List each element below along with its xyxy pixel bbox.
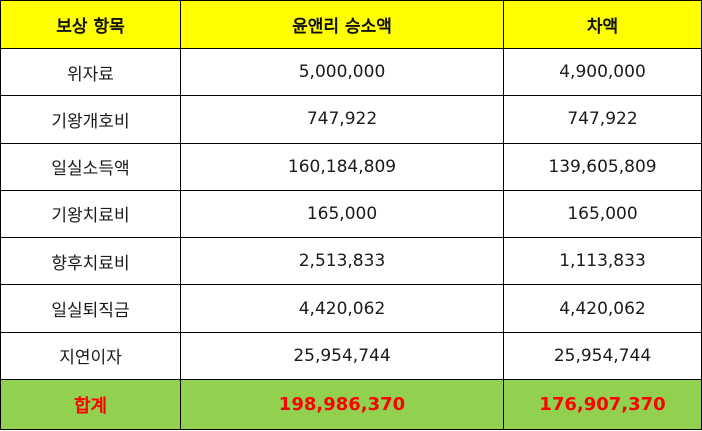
header-difference: 차액 — [503, 0, 702, 49]
row-item: 일실소득액 — [0, 142, 181, 191]
table-row: 위자료 5,000,000 4,900,000 — [0, 47, 702, 97]
row-difference: 747,922 — [503, 95, 702, 144]
total-label: 합계 — [0, 379, 181, 430]
table-row: 향후치료비 2,513,833 1,113,833 — [0, 237, 702, 286]
row-difference: 4,420,062 — [503, 284, 702, 333]
table-row: 지연이자 25,954,744 25,954,744 — [0, 331, 702, 381]
row-difference: 1,113,833 — [503, 237, 702, 286]
row-difference: 4,900,000 — [503, 47, 702, 97]
row-item: 일실퇴직금 — [0, 284, 181, 333]
total-row: 합계 198,986,370 176,907,370 — [0, 379, 702, 430]
row-difference: 165,000 — [503, 189, 702, 239]
table-row: 일실소득액 160,184,809 139,605,809 — [0, 142, 702, 191]
row-item: 지연이자 — [0, 331, 181, 381]
row-won-amount: 160,184,809 — [180, 142, 504, 191]
row-item: 향후치료비 — [0, 237, 181, 286]
row-won-amount: 165,000 — [180, 189, 504, 239]
table-row: 기왕치료비 165,000 165,000 — [0, 189, 702, 239]
header-row: 보상 항목 윤앤리 승소액 차액 — [0, 0, 702, 49]
row-won-amount: 5,000,000 — [180, 47, 504, 97]
table-row: 기왕개호비 747,922 747,922 — [0, 95, 702, 144]
row-difference: 139,605,809 — [503, 142, 702, 191]
row-difference: 25,954,744 — [503, 331, 702, 381]
table-row: 일실퇴직금 4,420,062 4,420,062 — [0, 284, 702, 333]
total-difference: 176,907,370 — [503, 379, 702, 430]
header-compensation-item: 보상 항목 — [0, 0, 181, 49]
row-item: 위자료 — [0, 47, 181, 97]
row-won-amount: 4,420,062 — [180, 284, 504, 333]
row-item: 기왕개호비 — [0, 95, 181, 144]
row-item: 기왕치료비 — [0, 189, 181, 239]
total-won-amount: 198,986,370 — [180, 379, 504, 430]
row-won-amount: 747,922 — [180, 95, 504, 144]
header-won-amount: 윤앤리 승소액 — [180, 0, 504, 49]
row-won-amount: 2,513,833 — [180, 237, 504, 286]
row-won-amount: 25,954,744 — [180, 331, 504, 381]
